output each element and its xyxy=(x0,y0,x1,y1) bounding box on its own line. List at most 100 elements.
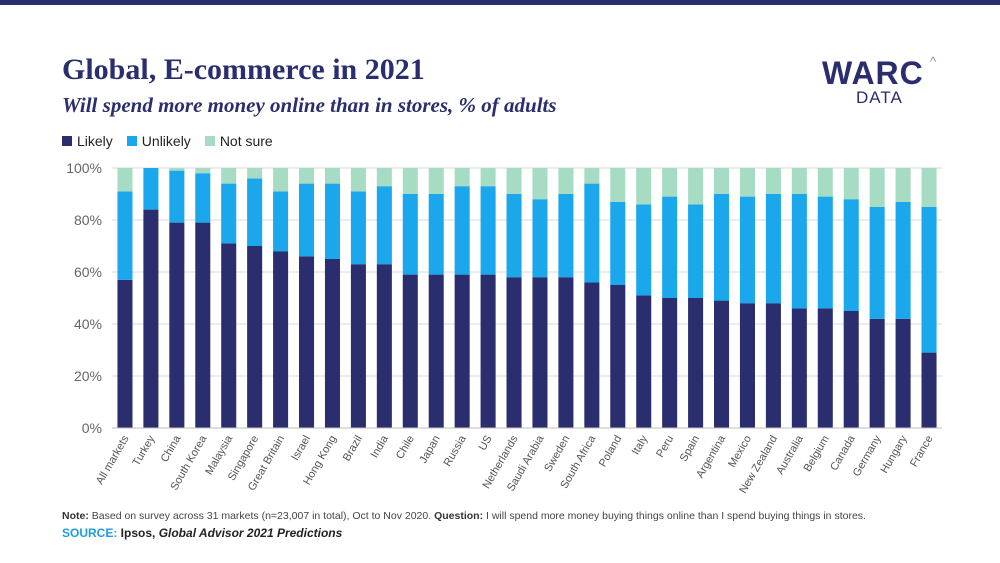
bar-not-sure xyxy=(428,168,444,194)
bar-not-sure xyxy=(636,168,652,205)
bar-unlikely xyxy=(791,194,807,309)
top-accent-bar xyxy=(0,0,1000,5)
x-category-label: Israel xyxy=(289,434,313,463)
bar-likely xyxy=(610,285,626,428)
bar-not-sure xyxy=(869,168,885,207)
bar-not-sure xyxy=(895,168,911,202)
bar-unlikely xyxy=(480,186,496,275)
x-category-label: Brazil xyxy=(341,434,365,464)
x-category-label: All markets xyxy=(94,433,132,487)
bar-unlikely xyxy=(221,183,237,244)
y-tick-label: 80% xyxy=(74,212,102,228)
bar-likely xyxy=(506,277,522,428)
bar-unlikely xyxy=(299,183,315,257)
chart-legend: Likely Unlikely Not sure xyxy=(62,132,287,150)
bar-not-sure xyxy=(169,168,185,171)
x-category-label: France xyxy=(908,434,936,470)
x-category-label: Italy xyxy=(630,433,651,457)
bar-unlikely xyxy=(273,191,289,252)
bar-likely xyxy=(195,222,211,428)
footnote: Note: Based on survey across 31 markets … xyxy=(62,509,866,523)
bar-not-sure xyxy=(714,168,730,194)
bar-not-sure xyxy=(480,168,496,187)
bar-likely xyxy=(273,251,289,428)
bar-unlikely xyxy=(817,196,833,309)
bar-not-sure xyxy=(402,168,418,194)
bar-likely xyxy=(402,274,418,428)
x-category-label: India xyxy=(369,433,392,460)
x-category-label: Russia xyxy=(442,433,470,469)
bar-not-sure xyxy=(921,168,937,207)
bar-unlikely xyxy=(376,186,392,265)
bar-not-sure xyxy=(791,168,807,194)
logo-wordmark: WARC xyxy=(822,55,924,91)
bar-not-sure xyxy=(688,168,704,205)
x-category-label: Poland xyxy=(597,434,625,470)
bar-unlikely xyxy=(610,201,626,285)
logo-subtext: DATA xyxy=(856,88,903,107)
source-org: Ipsos, xyxy=(117,526,159,540)
bar-not-sure xyxy=(221,168,237,184)
bar-likely xyxy=(765,303,781,428)
bar-not-sure xyxy=(454,168,470,187)
legend-item-not-sure: Not sure xyxy=(204,133,273,149)
bar-not-sure xyxy=(376,168,392,187)
bar-unlikely xyxy=(169,170,185,223)
bar-unlikely xyxy=(195,173,211,223)
bar-likely xyxy=(221,243,237,428)
bar-unlikely xyxy=(402,194,418,275)
x-category-label: Turkey xyxy=(131,433,158,468)
bar-not-sure xyxy=(843,168,859,200)
bar-likely xyxy=(636,295,652,428)
bar-unlikely xyxy=(143,168,159,210)
bar-not-sure xyxy=(765,168,781,194)
bar-unlikely xyxy=(636,204,652,296)
bar-unlikely xyxy=(921,207,937,353)
x-category-label: Chile xyxy=(394,434,417,462)
x-category-label: Mexico xyxy=(726,434,754,470)
x-category-label: Spain xyxy=(678,434,702,464)
y-tick-label: 60% xyxy=(74,264,102,280)
source-line: SOURCE: Ipsos, Global Advisor 2021 Predi… xyxy=(62,526,342,541)
bar-unlikely xyxy=(843,199,859,311)
bar-not-sure xyxy=(247,168,263,179)
bar-likely xyxy=(532,277,548,428)
logo-caret-icon: ^ xyxy=(930,54,937,69)
bar-unlikely xyxy=(532,199,548,278)
bar-not-sure xyxy=(299,168,315,184)
bar-likely xyxy=(299,256,315,428)
bar-likely xyxy=(558,277,574,428)
y-tick-label: 0% xyxy=(82,420,102,436)
bar-not-sure xyxy=(195,168,211,174)
bar-not-sure xyxy=(532,168,548,200)
bar-unlikely xyxy=(558,194,574,278)
note-label: Note: xyxy=(62,510,89,522)
x-category-label: Japan xyxy=(417,434,442,466)
bar-not-sure xyxy=(273,168,289,192)
note-text: Based on survey across 31 markets (n=23,… xyxy=(88,510,435,522)
y-tick-label: 20% xyxy=(74,368,102,384)
question-label: Question: xyxy=(434,510,484,522)
y-tick-label: 40% xyxy=(74,316,102,332)
bar-likely xyxy=(791,308,807,428)
chart-subtitle: Will spend more money online than in sto… xyxy=(62,93,557,117)
bar-not-sure xyxy=(324,168,340,184)
bar-likely xyxy=(169,222,185,428)
source-label: SOURCE: xyxy=(62,526,118,540)
bar-likely xyxy=(921,352,937,428)
bar-likely xyxy=(584,282,600,428)
question-text: I will spend more money buying things on… xyxy=(483,510,866,522)
bar-likely xyxy=(117,279,133,428)
bar-unlikely xyxy=(506,194,522,278)
bar-not-sure xyxy=(558,168,574,194)
bar-likely xyxy=(376,264,392,428)
bar-likely xyxy=(662,298,678,428)
legend-swatch-not-sure xyxy=(204,136,215,146)
bar-not-sure xyxy=(584,168,600,184)
bar-not-sure xyxy=(662,168,678,197)
legend-item-likely: Likely xyxy=(62,133,113,149)
bar-unlikely xyxy=(895,201,911,319)
bar-unlikely xyxy=(117,191,133,280)
bar-not-sure xyxy=(739,168,755,197)
bar-not-sure xyxy=(817,168,833,197)
